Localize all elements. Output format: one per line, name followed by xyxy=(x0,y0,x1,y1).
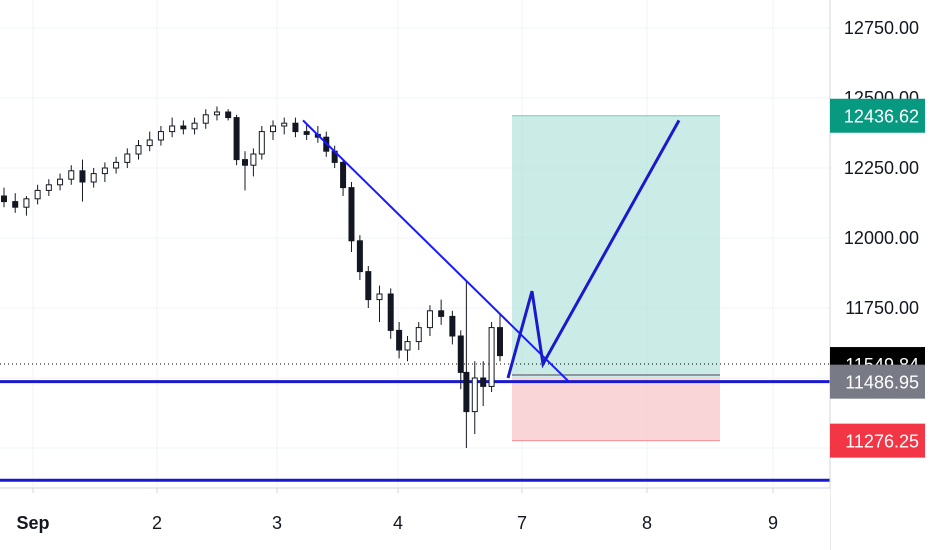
candlestick-series xyxy=(1,106,503,448)
candle-body xyxy=(169,125,176,133)
time-tick-label: Sep xyxy=(16,513,49,533)
candle-body xyxy=(45,184,52,191)
price-tag-label: 11486.95 xyxy=(845,373,919,393)
price-axis-bg xyxy=(830,0,932,550)
candle-body xyxy=(157,131,164,141)
price-tag-label: 11276.25 xyxy=(845,432,919,452)
horizontal-levels[interactable] xyxy=(0,363,830,482)
candle-body xyxy=(292,122,299,133)
price-tick-label: 12250.00 xyxy=(844,158,919,178)
candle-body xyxy=(426,310,433,329)
time-tick-label: 2 xyxy=(152,513,162,533)
price-tag-bg xyxy=(830,423,925,458)
time-axis[interactable]: Sep 2 3 4 7 8 9 xyxy=(0,487,830,550)
candle-body xyxy=(101,167,108,175)
candle-body xyxy=(438,310,445,317)
projection-path[interactable] xyxy=(506,119,681,379)
trendline[interactable] xyxy=(302,119,569,382)
candle-body xyxy=(303,131,310,135)
candle-body xyxy=(213,111,220,116)
candle-body xyxy=(241,159,248,166)
candle-body xyxy=(480,377,487,387)
candle-body xyxy=(233,117,240,161)
candle-body xyxy=(124,153,131,163)
candle-body xyxy=(90,173,97,183)
candle-body xyxy=(12,201,19,208)
candle-body xyxy=(225,111,232,119)
candle-body xyxy=(57,178,64,186)
candle-body xyxy=(449,315,456,337)
time-tick-label: 4 xyxy=(393,513,403,533)
candle-body xyxy=(387,293,394,331)
candle-body xyxy=(23,198,30,208)
candle-body xyxy=(191,122,198,130)
loss-zone[interactable] xyxy=(512,378,720,441)
candle-body xyxy=(281,122,288,127)
drawings[interactable] xyxy=(302,119,681,382)
candle-body xyxy=(471,377,478,413)
price-tag-bg xyxy=(830,98,925,133)
candle-body xyxy=(376,293,383,301)
candle-body xyxy=(250,153,257,166)
time-tick-label: 8 xyxy=(642,513,652,533)
candle-body xyxy=(146,139,153,147)
candle-body xyxy=(348,187,355,242)
price-tick-label: 12750.00 xyxy=(844,18,919,38)
time-tick-label: 7 xyxy=(517,513,527,533)
candle-body xyxy=(463,371,470,413)
long-position-tool[interactable] xyxy=(512,115,720,442)
profit-zone[interactable] xyxy=(512,115,720,378)
candle-body xyxy=(180,125,187,130)
candle-body xyxy=(497,327,503,357)
candle-body xyxy=(113,161,120,169)
candle-body xyxy=(258,131,265,155)
time-tick-label: 9 xyxy=(768,513,778,533)
price-tag-bg xyxy=(830,364,925,399)
candle-body xyxy=(396,329,403,351)
candle-body xyxy=(404,341,411,351)
price-tick-label: 12000.00 xyxy=(844,228,919,248)
candle-body xyxy=(1,195,7,203)
candle-body xyxy=(79,170,86,183)
price-tag-label: 12436.62 xyxy=(844,107,919,127)
candle-body xyxy=(488,327,495,387)
time-axis-bg xyxy=(0,488,830,550)
candle-body xyxy=(415,327,422,343)
candle-body xyxy=(202,114,209,124)
candle-body xyxy=(270,125,277,133)
candle-body xyxy=(365,271,372,301)
price-tick-label: 11750.00 xyxy=(845,298,919,318)
candle-body xyxy=(34,189,41,200)
candle-body xyxy=(457,335,464,373)
candle-body xyxy=(135,145,142,155)
candle-body xyxy=(68,170,75,180)
candle-body xyxy=(340,161,347,189)
candle-body xyxy=(356,240,363,273)
time-tick-label: 3 xyxy=(272,513,282,533)
